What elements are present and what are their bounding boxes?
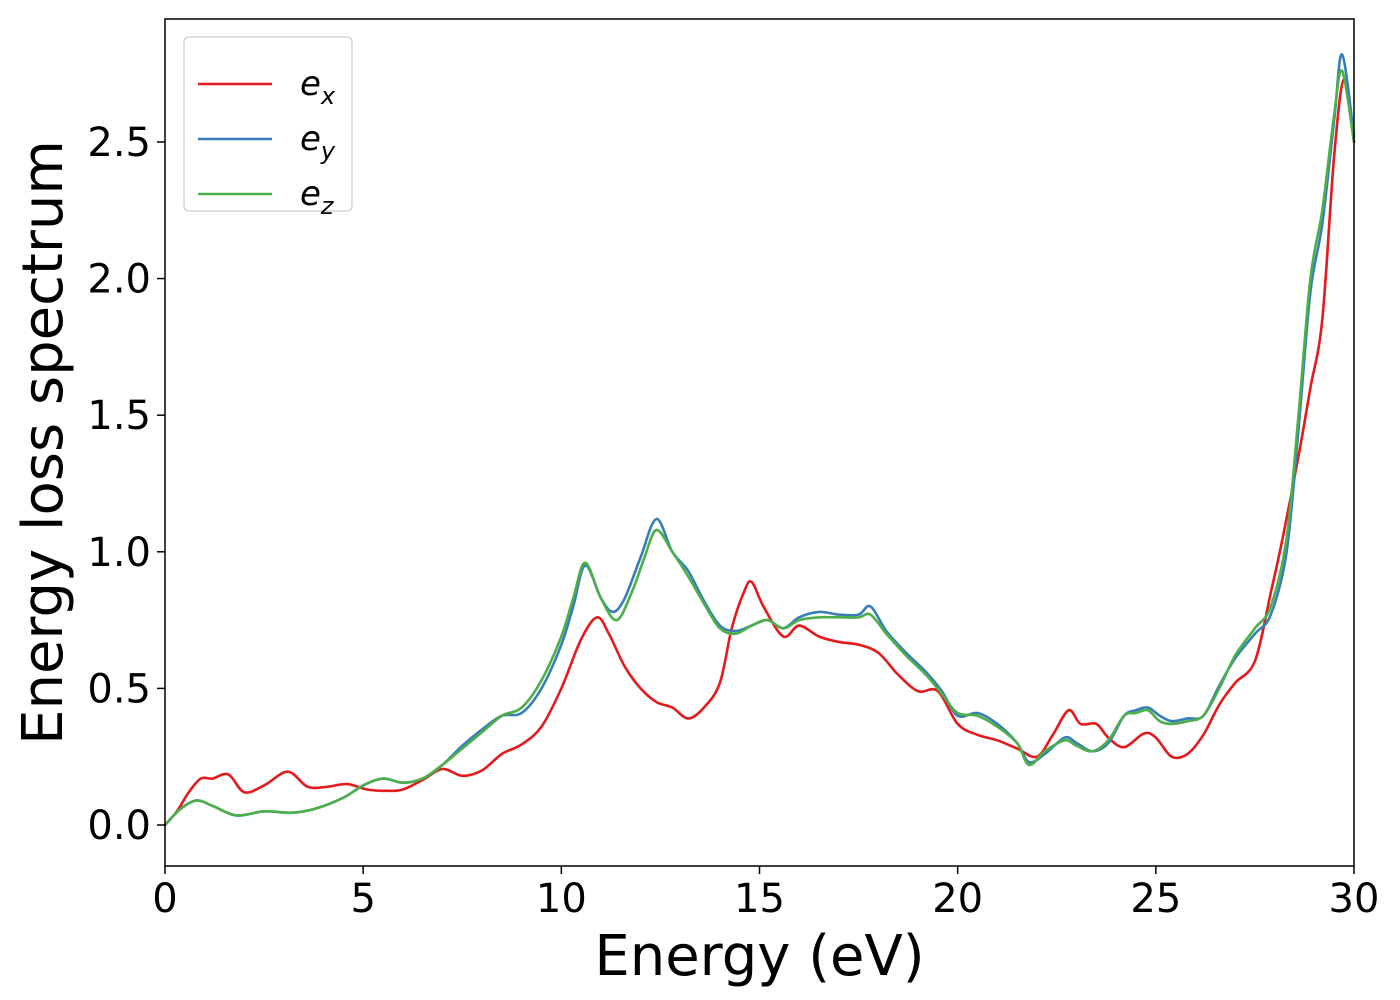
x-axis-ticks: 0 5 10 15 20 25 30 — [152, 866, 1379, 922]
y-axis-label: Energy loss spectrum — [11, 140, 76, 745]
y-tick-label: 1.0 — [87, 530, 151, 576]
x-tick-label: 15 — [734, 876, 785, 922]
y-tick-label: 1.5 — [87, 393, 151, 439]
x-tick-label: 25 — [1130, 876, 1181, 922]
y-tick-label: 0.5 — [87, 666, 151, 712]
x-tick-label: 20 — [932, 876, 983, 922]
y-tick-label: 0.0 — [87, 803, 151, 849]
x-axis-label: Energy (eV) — [594, 924, 924, 989]
series-line-e-x — [163, 77, 1356, 827]
x-tick-label: 0 — [152, 876, 177, 922]
y-tick-label: 2.0 — [87, 257, 151, 303]
legend-box — [183, 36, 353, 212]
x-tick-label: 10 — [536, 876, 587, 922]
x-tick-label: 30 — [1329, 876, 1380, 922]
y-axis-ticks: 0.0 0.5 1.0 1.5 2.0 2.5 — [87, 120, 165, 849]
legend-label-e-z: ez — [300, 174, 335, 220]
series-line-e-z — [163, 69, 1356, 827]
x-tick-label: 5 — [350, 876, 375, 922]
y-tick-label: 2.5 — [87, 120, 151, 166]
series-layer — [163, 53, 1356, 827]
